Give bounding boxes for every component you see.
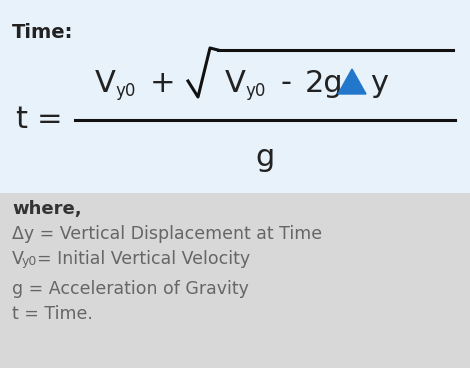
Text: $\mathregular{t}$ =: $\mathregular{t}$ = <box>15 106 61 134</box>
Polygon shape <box>338 69 366 94</box>
Text: 2g: 2g <box>305 68 344 98</box>
Text: V: V <box>95 68 116 98</box>
Text: = Initial Vertical Velocity: = Initial Vertical Velocity <box>37 250 250 268</box>
Text: y0: y0 <box>115 82 135 100</box>
Text: y: y <box>370 68 388 98</box>
Text: -: - <box>280 68 291 98</box>
FancyBboxPatch shape <box>0 0 470 193</box>
Text: V: V <box>225 68 246 98</box>
Text: g: g <box>255 144 274 173</box>
Text: V: V <box>12 250 24 268</box>
Text: +: + <box>150 68 176 98</box>
Text: Δy = Vertical Displacement at Time: Δy = Vertical Displacement at Time <box>12 225 322 243</box>
Text: y0: y0 <box>245 82 266 100</box>
Text: where,: where, <box>12 200 82 218</box>
Text: y0: y0 <box>22 255 38 268</box>
Text: Time:: Time: <box>12 23 73 42</box>
Text: g = Acceleration of Gravity: g = Acceleration of Gravity <box>12 280 249 298</box>
Text: t = Time.: t = Time. <box>12 305 93 323</box>
